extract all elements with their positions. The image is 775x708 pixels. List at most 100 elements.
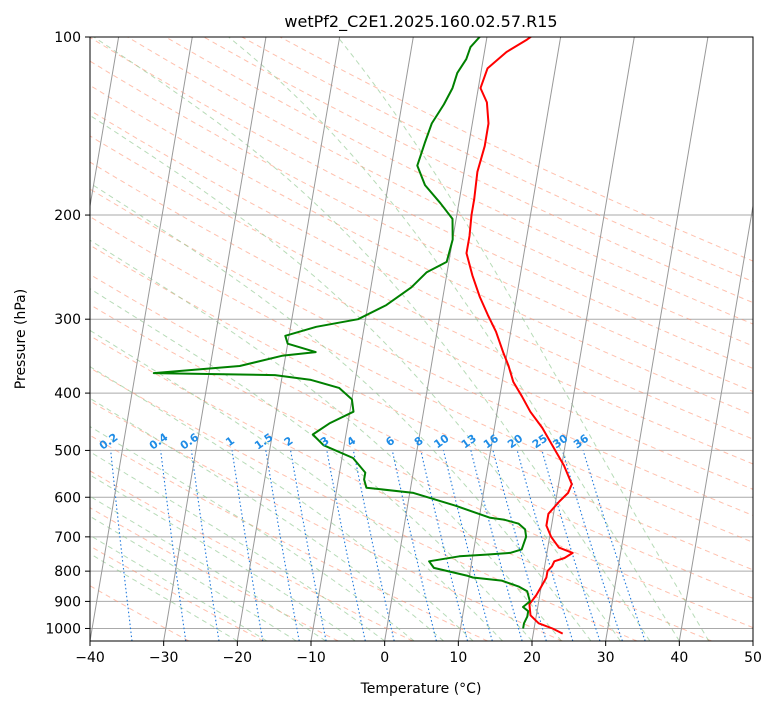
mixing-ratio-label: 1	[223, 434, 237, 449]
moist-adiabats	[90, 37, 710, 641]
isotherm	[752, 638, 753, 641]
y-tick-label: 300	[54, 312, 81, 328]
moist-adiabat	[90, 397, 444, 641]
moist-adiabat	[90, 182, 592, 641]
isotherm	[457, 37, 562, 641]
mixing-ratio-line	[541, 450, 601, 641]
dry-adiabat	[90, 244, 753, 571]
mixing-ratio-line	[442, 450, 493, 641]
x-tick-label: 40	[670, 650, 688, 666]
mixing-ratio-line	[516, 450, 574, 641]
mixing-ratio-line	[492, 450, 547, 641]
y-axis-ticks: 100 200 300 400 500 600 700 800 900 1000	[45, 30, 90, 637]
moist-adiabat	[90, 474, 356, 641]
dry-adiabat	[90, 273, 753, 599]
pressure-gridlines	[90, 37, 753, 629]
mixing-ratio-label: 0.2	[97, 431, 120, 453]
dry-adiabat	[90, 161, 753, 490]
isotherm	[605, 37, 709, 641]
dry-adiabat	[164, 37, 753, 325]
dry-adiabat	[90, 434, 488, 641]
mixing-ratio-line	[290, 450, 327, 641]
dry-adiabat	[90, 367, 638, 641]
x-tick-label: 20	[523, 650, 541, 666]
x-axis-label: Temperature (°C)	[360, 681, 482, 697]
mixing-ratio-label: 8	[412, 434, 426, 449]
mixing-ratio-line	[420, 450, 469, 641]
y-tick-label: 500	[54, 443, 81, 459]
sounding-series	[152, 37, 574, 635]
mixing-ratio-label: 2	[282, 434, 296, 449]
moist-adiabat	[93, 37, 651, 641]
dry-adiabat	[90, 545, 264, 641]
dry-adiabat	[279, 37, 753, 262]
isotherm	[310, 37, 414, 641]
dry-adiabat	[90, 400, 563, 641]
temperature-line	[465, 37, 574, 635]
mixing-ratio-label: 36	[571, 432, 591, 452]
moist-adiabat	[90, 553, 238, 641]
mixing-ratio-line	[110, 450, 133, 641]
isotherm	[678, 202, 753, 641]
isotherm	[90, 37, 193, 641]
isotherm	[531, 37, 635, 641]
mixing-ratio-line	[582, 450, 646, 641]
moist-adiabat	[90, 425, 415, 641]
isotherm	[90, 37, 120, 209]
x-tick-label: −30	[149, 650, 179, 666]
moist-adiabat	[90, 288, 533, 641]
x-tick-label: −20	[223, 650, 253, 666]
x-tick-label: 50	[744, 650, 762, 666]
mixing-ratio-label: 20	[505, 432, 525, 452]
dry-adiabat	[90, 507, 339, 641]
dry-adiabat	[90, 216, 753, 543]
mixing-ratio-line	[561, 450, 623, 641]
dry-adiabat	[90, 109, 753, 440]
y-tick-label: 400	[54, 386, 81, 402]
dewpoint-line	[152, 37, 531, 629]
mixing-ratio-label: 6	[383, 434, 397, 449]
moist-adiabat	[337, 37, 710, 641]
mixing-ratio-line	[160, 450, 187, 641]
dry-adiabat	[90, 304, 753, 629]
mixing-ratio-line	[470, 450, 523, 641]
dry-adiabat	[126, 37, 753, 347]
x-tick-label: 30	[597, 650, 615, 666]
mixing-ratio-line	[190, 450, 220, 641]
y-tick-label: 600	[54, 490, 81, 506]
isotherm	[384, 37, 488, 641]
x-tick-label: 0	[380, 650, 389, 666]
y-tick-label: 800	[54, 564, 81, 580]
y-tick-label: 900	[54, 594, 81, 610]
moist-adiabat	[90, 239, 562, 641]
mixing-ratio-label: 4	[345, 434, 359, 449]
dry-adiabat	[90, 188, 753, 516]
mixing-ratio-label: 13	[459, 432, 479, 451]
isotherm	[163, 37, 267, 641]
chart-title: wetPf2_C2E1.2025.160.02.57.R15	[284, 12, 557, 32]
x-tick-label: −10	[296, 650, 326, 666]
y-axis-label: Pressure (hPa)	[13, 289, 29, 389]
isotherm	[236, 37, 341, 641]
moist-adiabat	[90, 329, 503, 641]
y-tick-label: 200	[54, 208, 81, 224]
mixing-ratio-label: 10	[432, 432, 452, 452]
y-tick-label: 700	[54, 530, 81, 546]
moist-adiabat	[90, 495, 326, 641]
isotherms	[90, 37, 753, 641]
y-tick-label: 1000	[45, 621, 81, 637]
mixing-ratio-line	[231, 450, 264, 641]
moist-adiabat	[90, 534, 268, 641]
mixing-ratio-line	[391, 450, 437, 641]
plot-frame	[89, 36, 754, 642]
x-axis-ticks: −40 −30 −20 −10 0 10 20 30 40 50	[75, 641, 762, 666]
moist-adiabat	[90, 365, 474, 641]
x-tick-label: −40	[75, 650, 105, 666]
isopleth-labels: 0.1 0.2 0.4 0.6 1 1.5 2 3 4 6 8 10 13 16 20 25 30 36	[97, 430, 592, 453]
dry-adiabat	[90, 84, 753, 416]
moist-adiabat	[90, 451, 385, 641]
y-tick-label: 100	[54, 30, 81, 46]
dry-adiabat	[90, 135, 753, 465]
moist-adiabat	[228, 37, 680, 641]
x-tick-label: 10	[449, 650, 467, 666]
